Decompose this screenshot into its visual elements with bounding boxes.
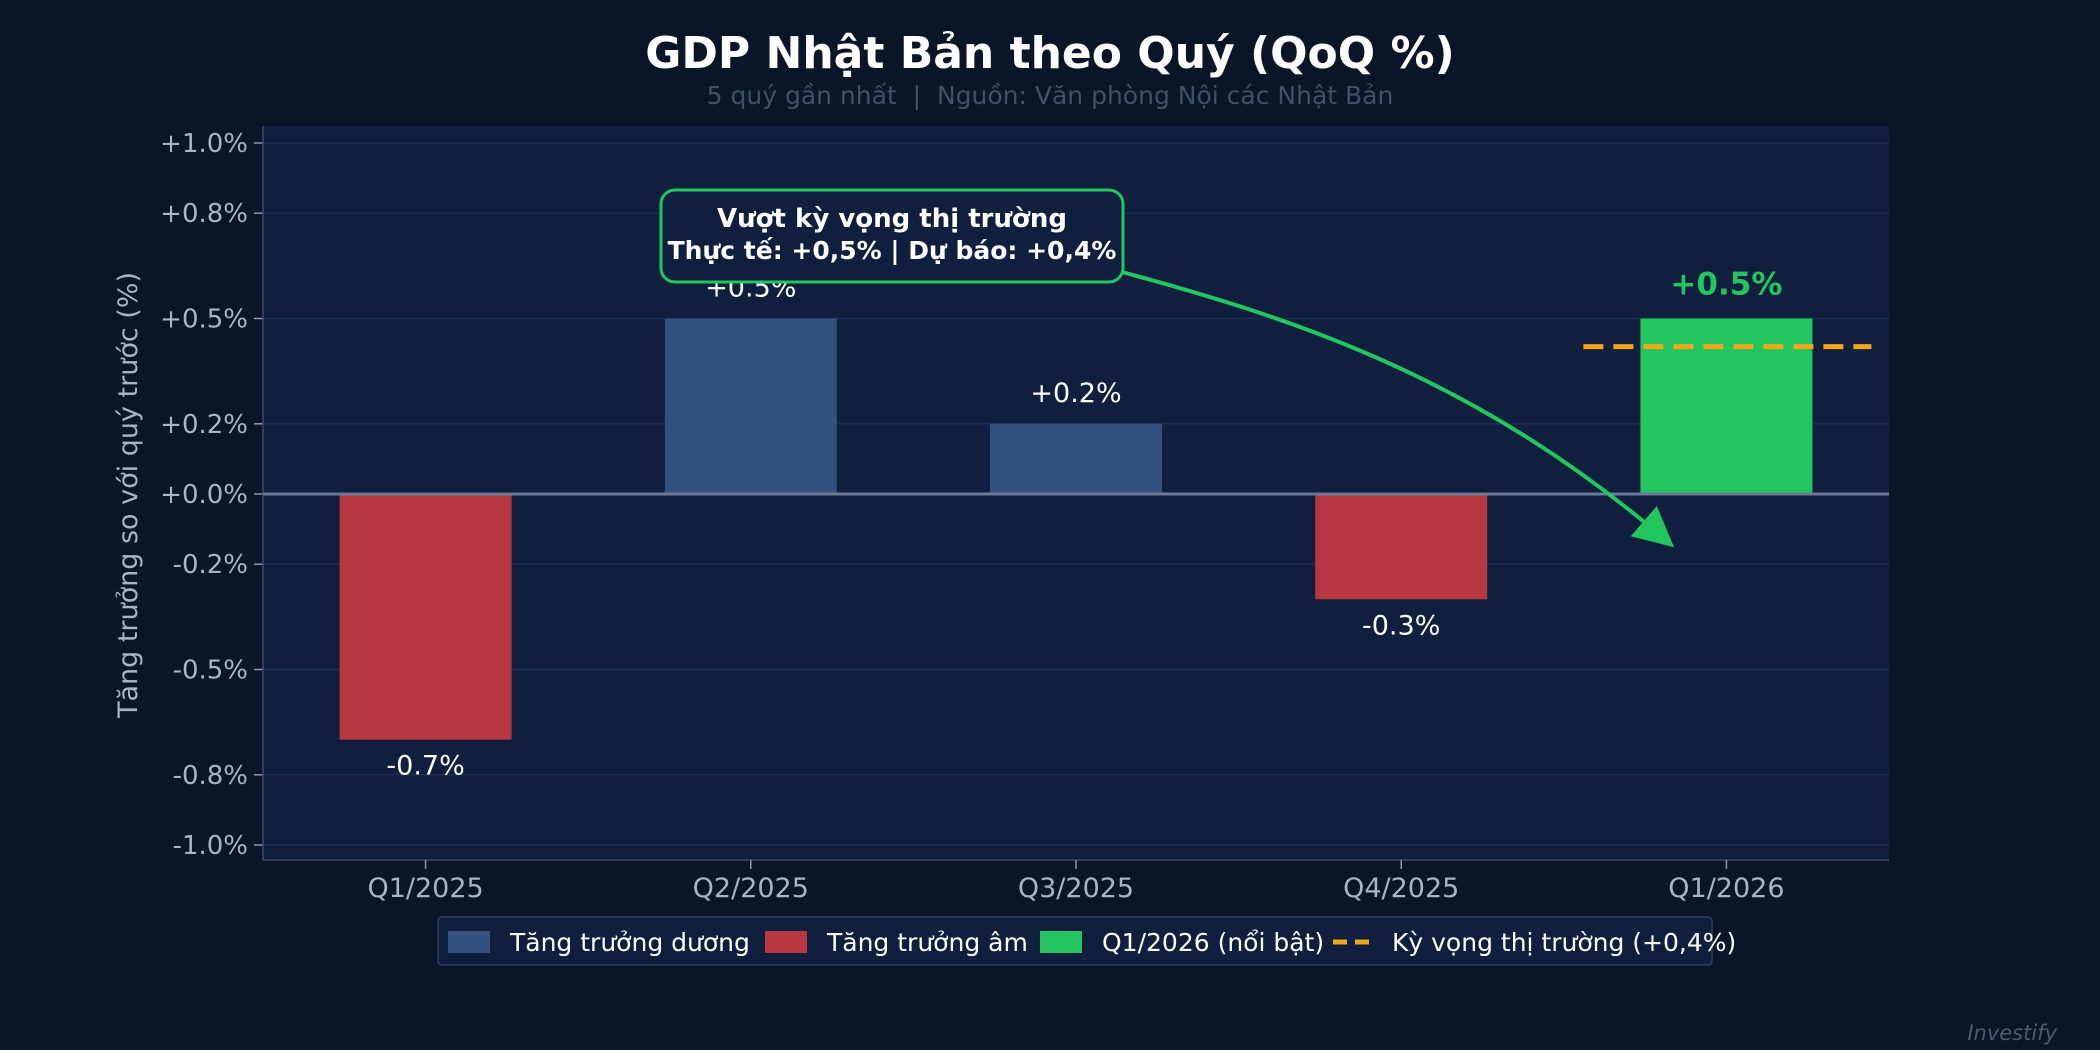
legend-label-negative: Tăng trưởng âm [826, 928, 1028, 957]
y-tick-label: +0.8% [160, 199, 248, 229]
legend: Tăng trưởng dương Tăng trưởng âm Q1/2026 (… [437, 916, 1736, 966]
y-tick-label: +0.2% [160, 410, 248, 440]
x-tick-label: Q4/2025 [1343, 873, 1459, 904]
y-tick-label: -0.2% [173, 550, 248, 580]
x-tick-label: Q3/2025 [1018, 873, 1134, 904]
x-tick-label: Q2/2025 [693, 873, 809, 904]
x-tick-label: Q1/2026 [1668, 873, 1784, 904]
legend-swatch-highlight [1040, 931, 1082, 953]
y-tick-label: +1.0% [160, 129, 248, 159]
bar-q1-2025 [339, 494, 512, 740]
legend-swatch-negative [765, 931, 807, 953]
annotation-detail: Thực tế: +0,5% | Dự báo: +0,4% [668, 236, 1117, 265]
value-label: +0.2% [1030, 378, 1121, 409]
x-tick-label: Q1/2025 [367, 873, 483, 904]
y-tick-label: -1.0% [173, 831, 248, 861]
legend-swatch-positive [448, 931, 490, 953]
value-label: -0.3% [1362, 610, 1440, 641]
bar-q2-2025 [664, 318, 837, 494]
y-axis-label: Tăng trưởng so với quý trước (%) [113, 272, 144, 719]
bar-q3-2025 [990, 423, 1162, 494]
y-tick-label: +0.0% [160, 480, 248, 510]
chart-subtitle: 5 quý gần nhất | Nguồn: Văn phòng Nội cá… [707, 81, 1394, 110]
annotation-arrow [1121, 270, 1675, 548]
y-tick-label: +0.5% [160, 305, 248, 335]
legend-label-expectation: Kỳ vọng thị trường (+0,4%) [1392, 928, 1736, 957]
value-label: -0.7% [386, 751, 464, 782]
legend-label-positive: Tăng trưởng dương [509, 928, 750, 957]
watermark: Investify [1967, 1021, 2057, 1045]
bar-q4-2025 [1315, 494, 1488, 600]
annotation-title: Vượt kỳ vọng thị trường [717, 204, 1067, 234]
y-tick-label: -0.8% [173, 761, 248, 791]
value-label: +0.5% [1670, 267, 1782, 303]
legend-label-highlight: Q1/2026 (nổi bật) [1102, 928, 1324, 957]
chart-title: GDP Nhật Bản theo Quý (QoQ %) [645, 28, 1454, 79]
y-tick-label: -0.5% [173, 656, 248, 686]
bar-q1-2026 [1640, 318, 1813, 494]
annotation-box [659, 188, 1125, 284]
